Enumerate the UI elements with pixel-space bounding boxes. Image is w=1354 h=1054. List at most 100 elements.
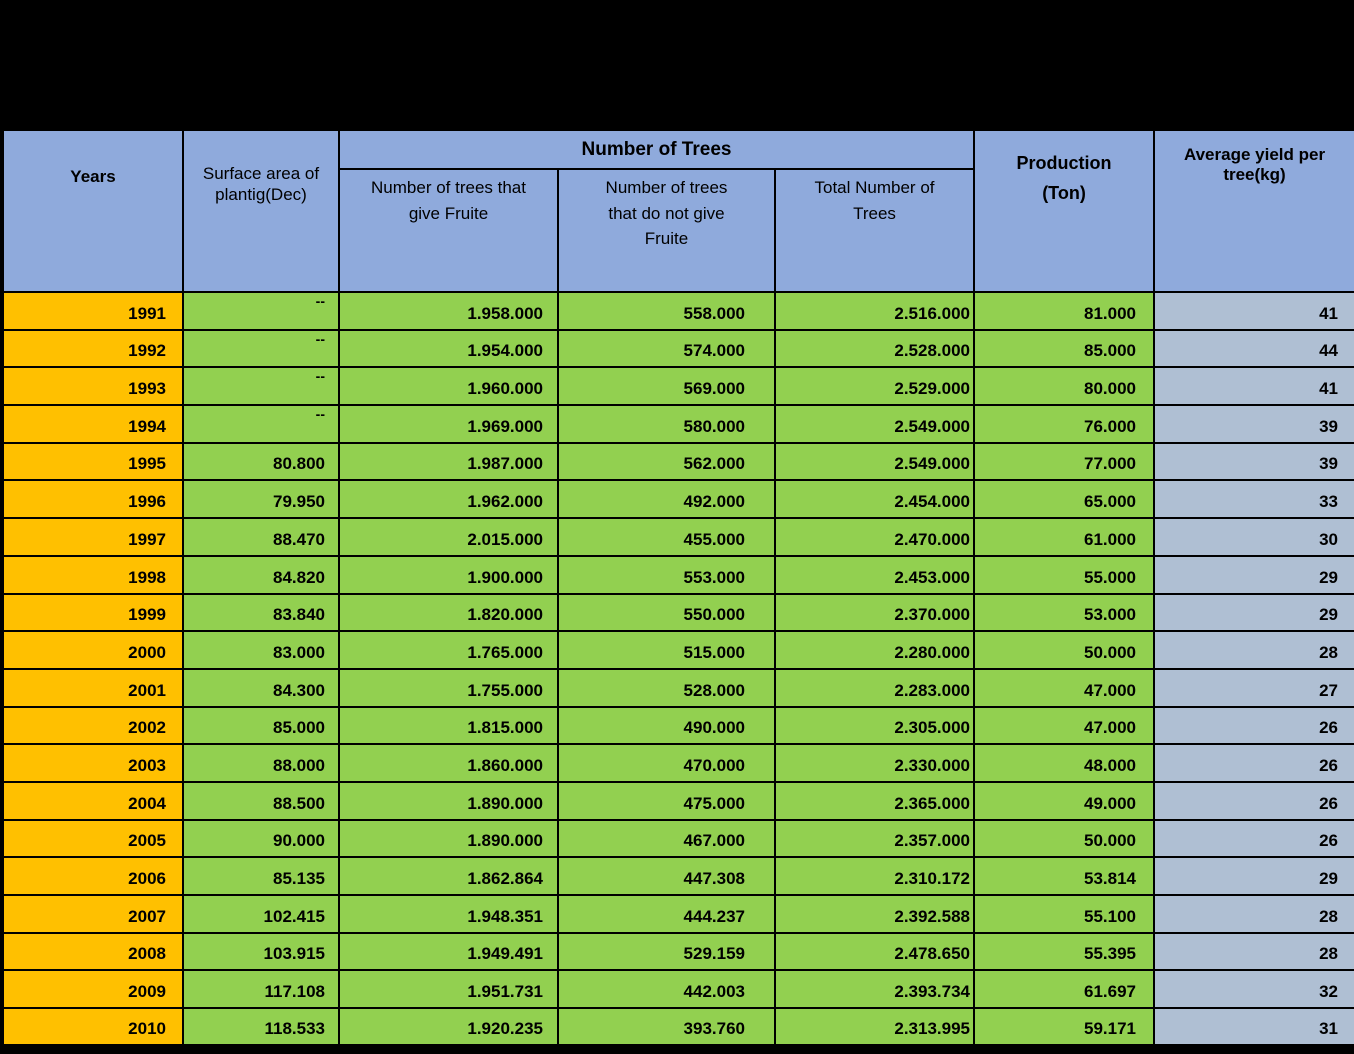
year-cell: 2007 <box>1 894 184 934</box>
production-cell: 47.000 <box>973 705 1156 746</box>
surface-area-cell: 84.300 <box>182 667 340 708</box>
avg-yield-cell: 28 <box>1153 630 1354 670</box>
total-trees-cell: 2.528.000 <box>773 328 976 369</box>
total-trees-cell: 2.393.734 <box>773 969 976 1010</box>
surface-area-cell: 103.915 <box>182 931 340 972</box>
trees-no-fruit-cell: 550.000 <box>557 592 776 633</box>
surface-area-cell: -- <box>182 366 340 407</box>
year-cell: 1995 <box>1 441 184 482</box>
year-cell: 2005 <box>1 818 184 859</box>
surface-area-cell: 88.470 <box>182 517 340 557</box>
surface-area-cell: 90.000 <box>182 818 340 859</box>
trees-give-fruit-cell: 1.765.000 <box>338 630 559 670</box>
year-cell: 2010 <box>1 1007 184 1047</box>
production-cell: 55.395 <box>973 931 1156 972</box>
total-trees-cell: 2.313.995 <box>773 1007 976 1047</box>
avg-yield-cell: 39 <box>1153 404 1354 444</box>
trees-no-fruit-cell: 528.000 <box>557 667 776 708</box>
total-trees-cell: 2.470.000 <box>773 517 976 557</box>
surface-area-cell: 88.000 <box>182 743 340 783</box>
trees-no-fruit-cell: 562.000 <box>557 441 776 482</box>
year-cell: 1991 <box>1 291 184 331</box>
table-row: 1992 -- 1.954.000 574.000 2.528.000 85.000 44 <box>1 328 1354 369</box>
table-row: 2002 85.000 1.815.000 490.000 2.305.000 47.00… <box>1 705 1354 746</box>
table-row: 1994 -- 1.969.000 580.000 2.549.000 76.000 39 <box>1 404 1354 444</box>
table-row: 2008 103.915 1.949.491 529.159 2.478.650 55.3… <box>1 931 1354 972</box>
year-cell: 1997 <box>1 517 184 557</box>
production-cell: 76.000 <box>973 404 1156 444</box>
avg-yield-cell: 33 <box>1153 479 1354 520</box>
production-cell: 55.000 <box>973 554 1156 595</box>
year-cell: 2004 <box>1 780 184 821</box>
surface-area-cell: -- <box>182 291 340 331</box>
production-cell: 48.000 <box>973 743 1156 783</box>
total-trees-cell: 2.365.000 <box>773 780 976 821</box>
avg-yield-cell: 26 <box>1153 818 1354 859</box>
trees-no-fruit-cell: 447.308 <box>557 856 776 896</box>
total-trees-cell: 2.516.000 <box>773 291 976 331</box>
avg-yield-cell: 41 <box>1153 291 1354 331</box>
col-header-total-trees: Total Number of Trees <box>773 168 976 293</box>
trees-give-fruit-cell: 1.958.000 <box>338 291 559 331</box>
trees-give-fruit-cell: 1.900.000 <box>338 554 559 595</box>
production-cell: 59.171 <box>973 1007 1156 1047</box>
total-trees-cell: 2.529.000 <box>773 366 976 407</box>
year-cell: 1996 <box>1 479 184 520</box>
table-row: 1991 -- 1.958.000 558.000 2.516.000 81.000 41 <box>1 291 1354 331</box>
total-trees-cell: 2.549.000 <box>773 441 976 482</box>
avg-yield-cell: 26 <box>1153 743 1354 783</box>
trees-give-fruit-cell: 1.890.000 <box>338 818 559 859</box>
trees-no-fruit-cell: 558.000 <box>557 291 776 331</box>
production-cell: 50.000 <box>973 818 1156 859</box>
table-header: Years Surface area of plantig(Dec) Numbe… <box>1 128 1354 293</box>
avg-yield-cell: 28 <box>1153 894 1354 934</box>
production-cell: 61.000 <box>973 517 1156 557</box>
production-cell: 53.814 <box>973 856 1156 896</box>
trees-no-fruit-cell: 492.000 <box>557 479 776 520</box>
avg-yield-cell: 30 <box>1153 517 1354 557</box>
trees-give-fruit-cell: 1.860.000 <box>338 743 559 783</box>
trees-no-fruit-cell: 490.000 <box>557 705 776 746</box>
production-cell: 50.000 <box>973 630 1156 670</box>
table-row: 1999 83.840 1.820.000 550.000 2.370.000 53.00… <box>1 592 1354 633</box>
col-group-header-number-of-trees: Number of Trees <box>337 128 976 170</box>
trees-give-fruit-cell: 1.951.731 <box>338 969 559 1010</box>
trees-production-table: Years Surface area of plantig(Dec) Numbe… <box>0 127 1354 1048</box>
table-row: 2000 83.000 1.765.000 515.000 2.280.000 50.00… <box>1 630 1354 670</box>
production-cell: 55.100 <box>973 894 1156 934</box>
avg-yield-cell: 31 <box>1153 1007 1354 1047</box>
trees-no-fruit-cell: 574.000 <box>557 328 776 369</box>
table-row: 1995 80.800 1.987.000 562.000 2.549.000 77.00… <box>1 441 1354 482</box>
total-trees-cell: 2.454.000 <box>773 479 976 520</box>
total-trees-cell: 2.392.588 <box>773 894 976 934</box>
col-header-surface-area: Surface area of plantig(Dec) <box>182 128 340 293</box>
year-cell: 1992 <box>1 328 184 369</box>
col-header-average-yield: Average yield per tree(kg) <box>1153 128 1354 293</box>
total-trees-cell: 2.305.000 <box>773 705 976 746</box>
surface-area-cell: 84.820 <box>182 554 340 595</box>
col-header-trees-no-fruit: Number of trees that do not give Fruite <box>557 168 776 293</box>
table-row: 2009 117.108 1.951.731 442.003 2.393.734 61.6… <box>1 969 1354 1010</box>
table-row: 2006 85.135 1.862.864 447.308 2.310.172 53.81… <box>1 856 1354 896</box>
year-cell: 1999 <box>1 592 184 633</box>
trees-give-fruit-cell: 1.890.000 <box>338 780 559 821</box>
trees-no-fruit-cell: 529.159 <box>557 931 776 972</box>
surface-area-cell: 80.800 <box>182 441 340 482</box>
year-cell: 1998 <box>1 554 184 595</box>
trees-no-fruit-cell: 553.000 <box>557 554 776 595</box>
production-cell: 49.000 <box>973 780 1156 821</box>
col-header-years: Years <box>1 128 184 293</box>
avg-yield-cell: 26 <box>1153 780 1354 821</box>
total-trees-cell: 2.549.000 <box>773 404 976 444</box>
surface-area-cell: 85.135 <box>182 856 340 896</box>
avg-yield-cell: 27 <box>1153 667 1354 708</box>
trees-give-fruit-cell: 1.920.235 <box>338 1007 559 1047</box>
trees-give-fruit-cell: 1.969.000 <box>338 404 559 444</box>
production-cell: 85.000 <box>973 328 1156 369</box>
trees-no-fruit-cell: 467.000 <box>557 818 776 859</box>
total-trees-cell: 2.330.000 <box>773 743 976 783</box>
surface-area-cell: 117.108 <box>182 969 340 1010</box>
trees-no-fruit-cell: 569.000 <box>557 366 776 407</box>
production-cell: 47.000 <box>973 667 1156 708</box>
